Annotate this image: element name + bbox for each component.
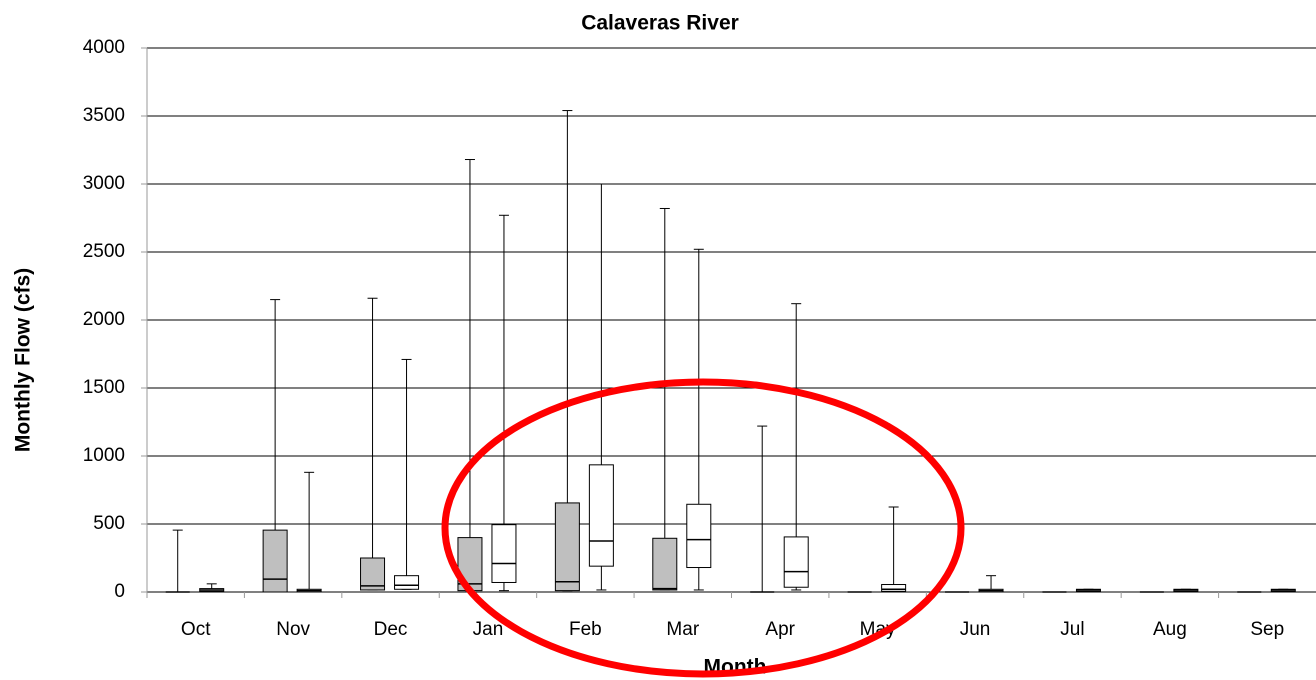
y-tick-label: 0 <box>114 581 125 602</box>
x-tick-label: Jul <box>1060 619 1084 640</box>
x-tick-label: Feb <box>569 619 602 640</box>
x-tick-label: Oct <box>181 619 211 640</box>
x-tick-label: Sep <box>1250 619 1284 640</box>
box <box>686 503 712 569</box>
box <box>881 584 907 592</box>
box <box>262 529 288 593</box>
x-tick-label: Apr <box>765 619 795 640</box>
x-tick-label: Dec <box>374 619 408 640</box>
box <box>360 557 386 591</box>
box <box>783 536 809 588</box>
y-tick-label: 3000 <box>83 173 125 194</box>
y-tick-label: 3500 <box>83 105 125 126</box>
box <box>491 524 517 583</box>
box <box>554 502 580 592</box>
y-tick-label: 4000 <box>83 37 125 58</box>
box <box>652 537 678 591</box>
plot-area: 0 500 1000 1500 2000 2500 3000 3500 4000 Oct Nov De… <box>83 37 1316 640</box>
box <box>588 464 614 567</box>
x-tick-label: Aug <box>1153 619 1187 640</box>
x-tick-label: May <box>860 619 896 640</box>
y-tick-label: 1000 <box>83 445 125 466</box>
x-tick-label: Mar <box>666 619 699 640</box>
y-tick-label: 2500 <box>83 241 125 262</box>
box <box>394 575 420 590</box>
y-axis-title: Monthly Flow (cfs) <box>12 268 35 452</box>
y-tick-label: 2000 <box>83 309 125 330</box>
x-tick-label: Jan <box>473 619 504 640</box>
chart-title: Calaveras River <box>581 12 739 35</box>
x-tick-label: Nov <box>276 619 310 640</box>
y-tick-label: 500 <box>93 513 125 534</box>
x-tick-label: Jun <box>960 619 991 640</box>
highlight-ellipse <box>441 378 965 678</box>
y-tick-label: 1500 <box>83 377 125 398</box>
